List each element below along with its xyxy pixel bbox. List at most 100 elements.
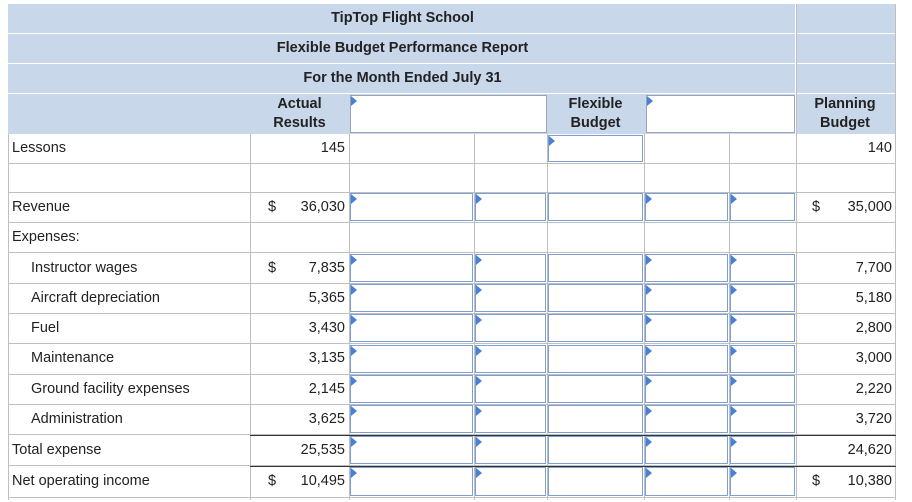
- cell-input[interactable]: [645, 284, 728, 312]
- cell-input[interactable]: [645, 375, 728, 403]
- cell-input[interactable]: [548, 254, 643, 282]
- revenue-input-4[interactable]: [645, 193, 728, 221]
- dropdown-indicator: [646, 346, 652, 356]
- cell-input[interactable]: [475, 405, 546, 433]
- row-label-administration: Administration: [31, 411, 123, 427]
- administration-actual: 3,625: [308, 411, 345, 427]
- cell-input[interactable]: [475, 436, 546, 464]
- cell-input[interactable]: [350, 405, 473, 433]
- dropdown-indicator: [476, 255, 482, 265]
- cell-input[interactable]: [475, 254, 546, 282]
- dropdown-indicator: [549, 136, 555, 146]
- instructor-wages-planning: 7,700: [855, 260, 892, 276]
- lessons-planning: 140: [867, 140, 892, 156]
- cell-input[interactable]: [548, 436, 643, 464]
- cell-input[interactable]: [548, 314, 643, 342]
- cell-input[interactable]: [350, 375, 473, 403]
- cell-input[interactable]: [730, 314, 795, 342]
- dropdown-indicator: [351, 255, 357, 265]
- cell-input[interactable]: [475, 467, 546, 496]
- cell-input[interactable]: [548, 375, 643, 403]
- total-expense-planning: 24,620: [847, 442, 892, 458]
- cell-input[interactable]: [730, 284, 795, 312]
- maintenance-planning: 3,000: [855, 350, 892, 366]
- cell-input[interactable]: [548, 345, 643, 373]
- grid-line: [8, 222, 896, 223]
- company-name: TipTop Flight School: [331, 10, 474, 26]
- dropdown-indicator: [476, 194, 482, 204]
- dropdown-indicator: [351, 194, 357, 204]
- grid-line: [729, 134, 730, 500]
- header-variance-label-1-input[interactable]: [350, 95, 547, 133]
- cell-input[interactable]: [350, 345, 473, 373]
- grid-line: [8, 134, 9, 500]
- cell-input[interactable]: [475, 284, 546, 312]
- cell-input[interactable]: [350, 436, 473, 464]
- dropdown-indicator: [647, 96, 653, 106]
- cell-input[interactable]: [548, 467, 643, 496]
- ground-facility-actual: 2,145: [308, 381, 345, 397]
- dropdown-indicator: [646, 285, 652, 295]
- col-actual-line2: Results: [273, 115, 326, 131]
- grid-line: [8, 374, 896, 375]
- dropdown-indicator: [646, 437, 652, 447]
- cell-input[interactable]: [730, 345, 795, 373]
- cell-input[interactable]: [730, 254, 795, 282]
- dropdown-indicator: [351, 406, 357, 416]
- cell-input[interactable]: [350, 254, 473, 282]
- cell-input[interactable]: [350, 314, 473, 342]
- lessons-actual: 145: [320, 140, 345, 156]
- header-band-2-right: [797, 34, 896, 63]
- grid-line: [8, 313, 896, 314]
- dropdown-indicator: [731, 406, 737, 416]
- grid-line: [8, 163, 896, 164]
- dropdown-indicator: [351, 315, 357, 325]
- row-label-expenses: Expenses:: [12, 229, 80, 245]
- revenue-flexible-input[interactable]: [548, 193, 643, 221]
- cell-input[interactable]: [350, 284, 473, 312]
- total-expense-actual: 25,535: [300, 442, 345, 458]
- grid-line: [8, 404, 896, 405]
- row-label-fuel: Fuel: [31, 320, 60, 336]
- cell-input[interactable]: [475, 345, 546, 373]
- cell-input[interactable]: [645, 314, 728, 342]
- maintenance-actual: 3,135: [308, 350, 345, 366]
- cell-input[interactable]: [548, 284, 643, 312]
- cell-input[interactable]: [645, 436, 728, 464]
- cell-input[interactable]: [645, 405, 728, 433]
- header-band-1: [8, 4, 795, 33]
- dropdown-indicator: [476, 406, 482, 416]
- aircraft-depreciation-planning: 5,180: [855, 290, 892, 306]
- ground-facility-planning: 2,220: [855, 381, 892, 397]
- grid-line: [547, 134, 548, 500]
- dropdown-indicator: [646, 468, 652, 478]
- row-label-net-operating-income: Net operating income: [12, 473, 150, 489]
- grid-line: [8, 343, 896, 344]
- header-variance-label-2-input[interactable]: [646, 95, 795, 133]
- fuel-actual: 3,430: [308, 320, 345, 336]
- cell-input[interactable]: [645, 254, 728, 282]
- lessons-flexible-input[interactable]: [548, 135, 643, 162]
- dropdown-indicator: [476, 468, 482, 478]
- cell-input[interactable]: [730, 375, 795, 403]
- cell-input[interactable]: [645, 467, 728, 496]
- cell-input[interactable]: [475, 314, 546, 342]
- cell-input[interactable]: [350, 467, 473, 496]
- aircraft-depreciation-actual: 5,365: [308, 290, 345, 306]
- header-band-2: [8, 34, 795, 63]
- revenue-input-5[interactable]: [730, 193, 795, 221]
- dropdown-indicator: [351, 346, 357, 356]
- cell-input[interactable]: [730, 405, 795, 433]
- cell-input[interactable]: [645, 345, 728, 373]
- cell-input[interactable]: [730, 467, 795, 496]
- dropdown-indicator: [731, 315, 737, 325]
- cell-input[interactable]: [730, 436, 795, 464]
- cell-input[interactable]: [475, 375, 546, 403]
- revenue-input-1[interactable]: [350, 193, 473, 221]
- cell-input[interactable]: [548, 405, 643, 433]
- header-band-4-right: [797, 94, 896, 134]
- revenue-input-2[interactable]: [475, 193, 546, 221]
- row-label-revenue: Revenue: [12, 199, 71, 215]
- dropdown-indicator: [351, 437, 357, 447]
- col-flexible-line2: Budget: [570, 115, 621, 131]
